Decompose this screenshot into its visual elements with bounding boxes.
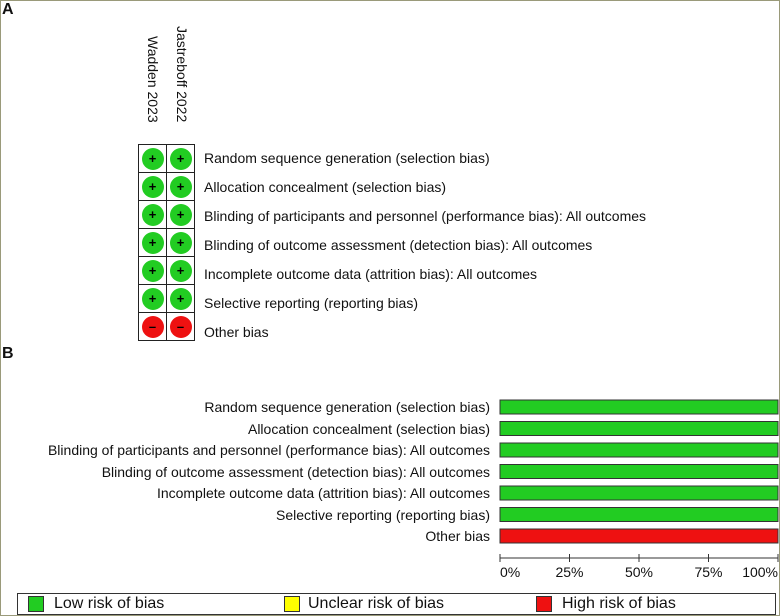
bar-segment	[499, 399, 779, 415]
graph-category-label: Blinding of participants and personnel (…	[47, 442, 490, 458]
legend-swatch-high	[536, 596, 552, 612]
legend-swatch-low	[28, 596, 44, 612]
panel-a-label: A	[2, 1, 14, 18]
legend-label-low: Low risk of bias	[54, 595, 165, 612]
legend-swatch-unclear	[284, 596, 300, 612]
summary-domain-label: Other bias	[204, 324, 269, 340]
summary-cell: +	[166, 144, 195, 173]
legend-label-unclear: Unclear risk of bias	[308, 595, 445, 612]
graph-category-label: Random sequence generation (selection bi…	[204, 399, 490, 415]
bar-segment	[499, 421, 779, 436]
summary-cell: +	[138, 172, 167, 201]
judgement-low-icon: +	[169, 147, 192, 170]
graph-category-label: Blinding of outcome assessment (detectio…	[101, 463, 490, 480]
bar-segment	[499, 485, 779, 501]
summary-cell: +	[138, 256, 167, 285]
judgement-low-icon: +	[141, 287, 164, 310]
risk-of-bias-graph: 0% 25% 50% 75% 100%	[499, 399, 779, 580]
judgement-high-icon: –	[141, 315, 164, 338]
legend-label-high: High risk of bias	[562, 595, 676, 612]
x-tick-label: 0%	[500, 564, 520, 580]
summary-cell: +	[138, 200, 167, 229]
summary-domain-label: Incomplete outcome data (attrition bias)…	[204, 266, 538, 282]
summary-cell: +	[166, 200, 195, 229]
legend: Low risk of bias Unclear risk of bias Hi…	[17, 593, 776, 615]
bar-segment	[499, 464, 779, 479]
summary-domain-label: Allocation concealment (selection bias)	[204, 179, 447, 195]
judgement-high-icon: –	[169, 315, 192, 338]
graph-category-label: Selective reporting (reporting bias)	[276, 506, 490, 523]
judgement-low-icon: +	[141, 203, 164, 226]
x-tick-label: 25%	[555, 564, 583, 580]
judgement-low-icon: +	[141, 259, 164, 282]
judgement-low-icon: +	[169, 203, 192, 226]
judgement-low-icon: +	[141, 147, 164, 170]
summary-row: + +	[138, 256, 195, 285]
risk-of-bias-summary-grid: + + + + + + + + + + + + – –	[138, 144, 195, 341]
x-tick-label: 100%	[742, 564, 778, 580]
summary-cell: –	[166, 312, 195, 341]
summary-domain-label: Selective reporting (reporting bias)	[204, 295, 418, 311]
summary-domain-label: Blinding of participants and personnel (…	[204, 208, 647, 224]
graph-category-label: Other bias	[425, 528, 490, 544]
summary-domain-label: Random sequence generation (selection bi…	[204, 150, 490, 166]
judgement-low-icon: +	[169, 231, 192, 254]
judgement-low-icon: +	[141, 175, 164, 198]
graph-category-label: Allocation concealment (selection bias)	[247, 420, 490, 437]
summary-cell: +	[166, 228, 195, 257]
x-tick-label: 75%	[694, 564, 722, 580]
summary-domain-label: Blinding of outcome assessment (detectio…	[204, 237, 593, 253]
summary-row: – –	[138, 312, 195, 341]
judgement-low-icon: +	[141, 231, 164, 254]
summary-cell: +	[166, 256, 195, 285]
judgement-low-icon: +	[169, 175, 192, 198]
bar-segment	[499, 442, 779, 458]
summary-row: + +	[138, 144, 195, 173]
summary-cell: +	[138, 284, 167, 313]
summary-cell: –	[138, 312, 167, 341]
panel-b-label: B	[2, 345, 14, 362]
x-tick-label: 50%	[625, 564, 653, 580]
summary-cell: +	[138, 144, 167, 173]
summary-row: + +	[138, 200, 195, 229]
bar-segment	[499, 528, 779, 544]
judgement-low-icon: +	[169, 287, 192, 310]
graph-category-label: Incomplete outcome data (attrition bias)…	[156, 485, 490, 501]
bar-segment	[499, 507, 779, 522]
judgement-low-icon: +	[169, 259, 192, 282]
